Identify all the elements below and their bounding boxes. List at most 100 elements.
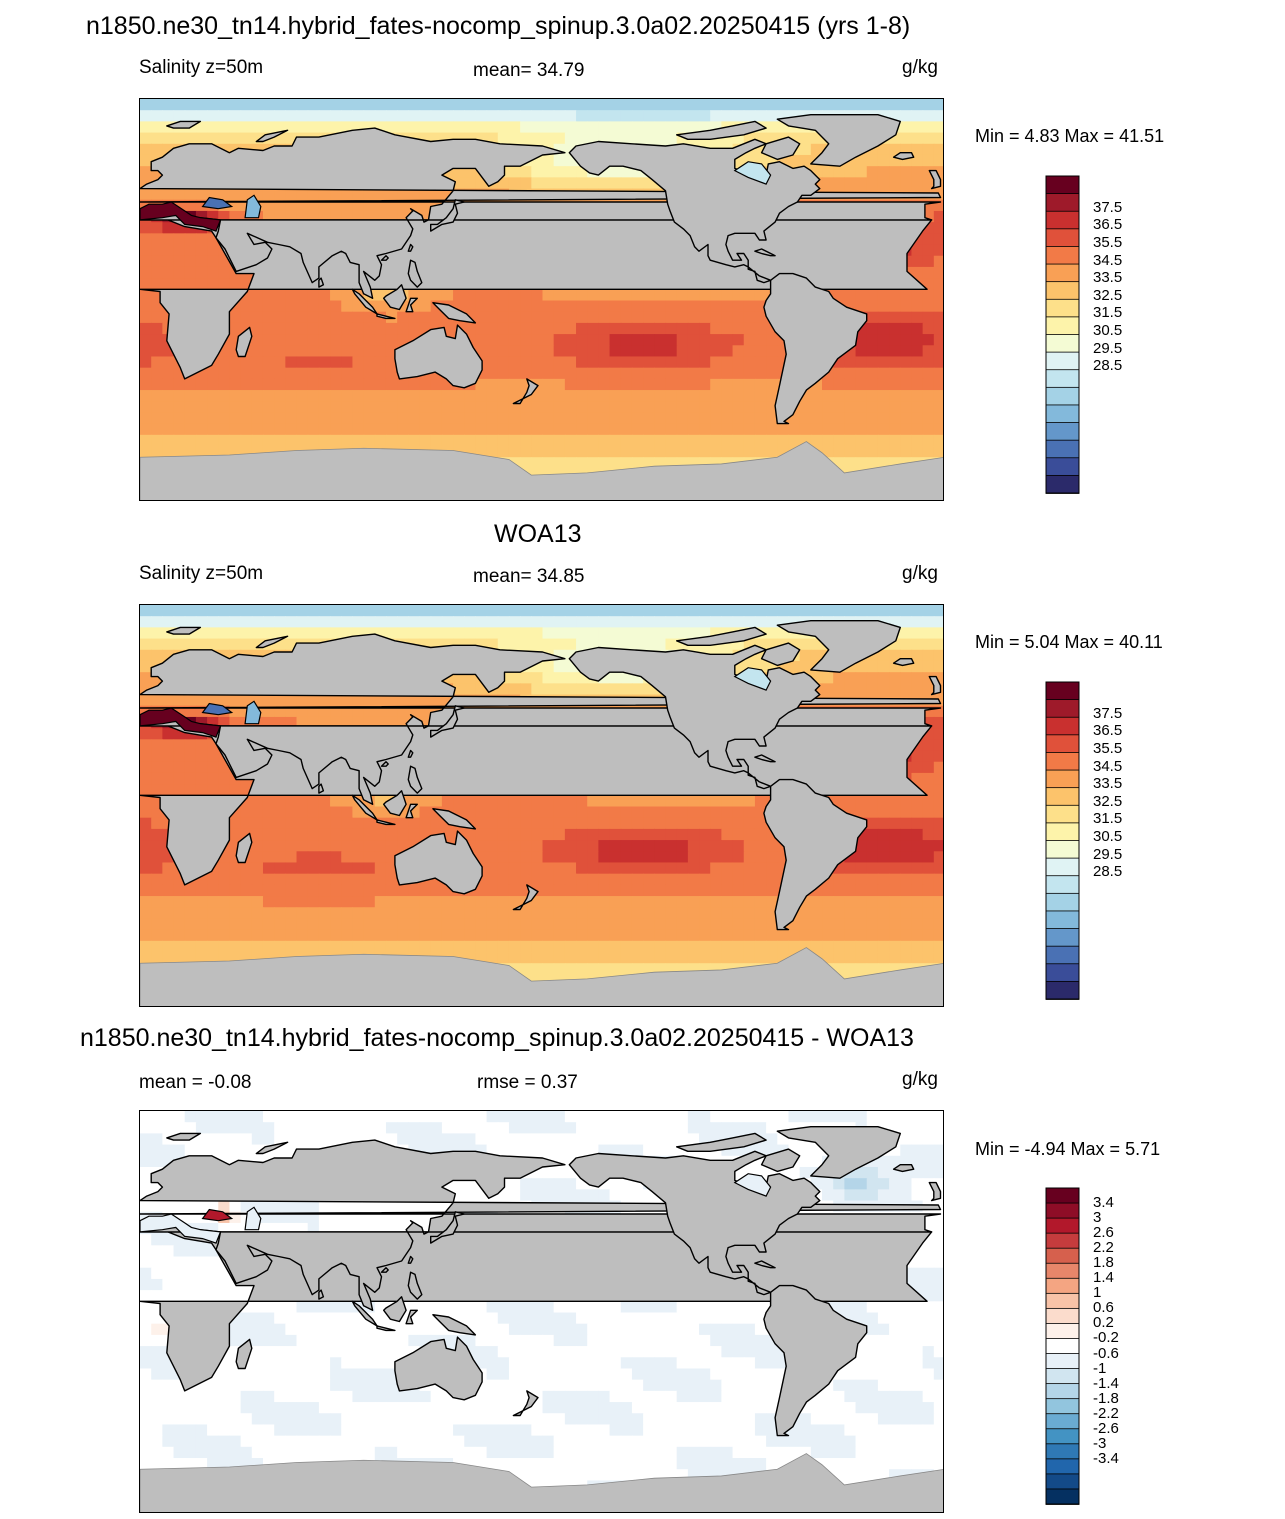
ocean-cell [274, 412, 286, 425]
ocean-cell [900, 884, 913, 897]
ocean-cell [408, 289, 421, 302]
ocean-cell [743, 616, 756, 628]
ocean-cell [553, 99, 566, 111]
ocean-cell [374, 694, 387, 707]
ocean-cell [922, 784, 935, 796]
colorbar-swatch [1045, 439, 1080, 459]
ocean-cell [900, 828, 913, 841]
ocean-cell [766, 154, 778, 167]
ocean-cell [877, 940, 890, 953]
ocean-cell [933, 750, 943, 763]
ocean-cell [341, 705, 354, 718]
colorbar-swatch [1045, 175, 1080, 195]
ocean-cell [620, 627, 633, 640]
ocean-cell [676, 862, 689, 875]
ocean-cell [318, 110, 331, 122]
ocean-cell [508, 99, 521, 111]
ocean-cell [911, 862, 924, 875]
ocean-cell [643, 311, 655, 324]
ocean-cell [140, 154, 152, 167]
ocean-cell [341, 817, 354, 830]
ocean-cell [553, 390, 566, 402]
ocean-cell [576, 457, 588, 470]
ocean-cell [374, 896, 387, 908]
ocean-cell [363, 311, 376, 324]
ocean-cell [576, 840, 588, 852]
ocean-cell [665, 884, 678, 897]
ocean-cell [576, 940, 588, 953]
ocean-cell [296, 817, 309, 830]
ocean-cell [699, 334, 711, 346]
ocean-cell [195, 199, 208, 212]
ocean-cell [184, 278, 197, 290]
ocean-cell [553, 423, 566, 436]
ocean-cell [486, 446, 499, 458]
ocean-cell [195, 244, 208, 257]
ocean-cell [531, 434, 544, 447]
ocean-cell [497, 390, 510, 402]
ocean-cell [687, 616, 700, 628]
ocean-cell [654, 367, 667, 380]
ocean-cell [240, 795, 253, 808]
ocean-cell [620, 683, 633, 696]
ocean-cell [318, 795, 331, 808]
ocean-cell [710, 121, 722, 134]
ocean-cell [374, 851, 387, 864]
ocean-cell [676, 851, 689, 864]
ocean-cell [330, 907, 342, 920]
ocean-cell [441, 795, 454, 808]
ocean-cell [922, 772, 935, 785]
ocean-cell [911, 121, 924, 134]
ocean-cell [553, 616, 566, 628]
ocean-cell [296, 873, 309, 886]
ocean-cell [922, 244, 935, 257]
ocean-cell [822, 918, 834, 931]
ocean-cell [643, 99, 655, 111]
ocean-cell [330, 300, 342, 313]
ocean-cell [218, 784, 231, 796]
ocean-cell [654, 121, 667, 134]
ocean-cell [151, 761, 163, 774]
ocean-cell [687, 322, 700, 335]
ocean-cell [464, 401, 477, 414]
ocean-cell [643, 345, 655, 358]
ocean-cell [665, 110, 678, 122]
ocean-cell [274, 896, 286, 908]
ocean-cell [542, 367, 555, 380]
ocean-cell [553, 627, 566, 640]
ocean-cell [687, 311, 700, 324]
ocean-cell [654, 412, 667, 425]
ocean-cell [754, 817, 767, 830]
ocean-cell [140, 806, 152, 819]
ocean-cell [866, 660, 879, 673]
ocean-cell [553, 177, 566, 190]
ocean-cell [654, 828, 667, 841]
ocean-cell [922, 334, 935, 346]
ocean-cell [687, 907, 700, 920]
ocean-cell [341, 188, 354, 201]
ocean-cell [833, 952, 845, 964]
ocean-cell [866, 862, 879, 875]
ocean-cell [162, 132, 175, 145]
ocean-cell [933, 918, 943, 931]
ocean-cell [933, 300, 943, 313]
ocean-cell [408, 110, 421, 122]
ocean-cell [933, 390, 943, 402]
ocean-cell [866, 390, 879, 402]
panel-2-title: WOA13 [494, 520, 582, 548]
ocean-cell [799, 401, 812, 414]
ocean-cell [889, 795, 901, 808]
ocean-cell [643, 817, 655, 830]
ocean-cell [564, 952, 577, 964]
ocean-cell [341, 210, 354, 223]
ocean-cell [341, 840, 354, 852]
ocean-cell [486, 412, 499, 425]
ocean-cell [408, 605, 421, 617]
ocean-cell [654, 311, 667, 324]
ocean-cell [877, 311, 890, 324]
ocean-cell [576, 851, 588, 864]
ocean-cell [486, 638, 499, 651]
ocean-cell [430, 132, 443, 145]
ocean-cell [699, 367, 711, 380]
ocean-cell [542, 795, 555, 808]
